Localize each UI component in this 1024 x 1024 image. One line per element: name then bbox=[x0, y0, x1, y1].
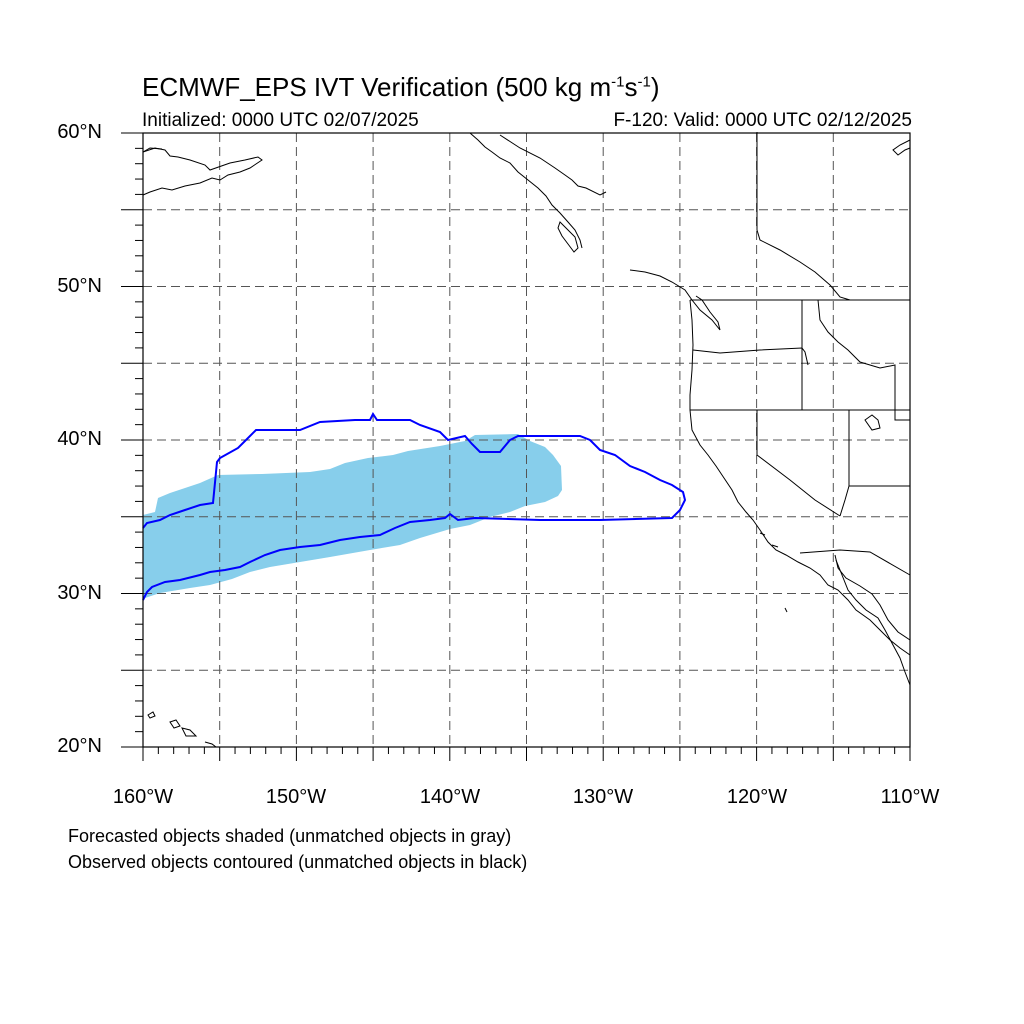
valid-time-subtitle: F-120: Valid: 0000 UTC 02/12/2025 bbox=[613, 110, 912, 131]
lon-label-110w: 110°W bbox=[880, 786, 940, 808]
legend-note-forecast: Forecasted objects shaded (unmatched obj… bbox=[68, 826, 512, 846]
coastlines bbox=[142, 132, 911, 748]
lon-label-120w: 120°W bbox=[726, 786, 788, 808]
forecast-object-shaded bbox=[143, 434, 562, 600]
plot-title: ECMWF_EPS IVT Verification (500 kg m-1s-… bbox=[142, 72, 660, 102]
lat-label-50n: 50°N bbox=[57, 275, 102, 297]
lat-label-20n: 20°N bbox=[57, 735, 102, 757]
lon-label-130w: 130°W bbox=[572, 786, 634, 808]
observed-object-contours bbox=[142, 412, 687, 601]
lat-label-40n: 40°N bbox=[57, 428, 102, 450]
lon-label-140w: 140°W bbox=[419, 786, 481, 808]
lat-label-30n: 30°N bbox=[57, 582, 102, 604]
lat-lon-grid bbox=[143, 133, 910, 747]
legend-note-observed: Observed objects contoured (unmatched ob… bbox=[68, 852, 528, 872]
lat-label-60n: 60°N bbox=[57, 121, 102, 143]
lon-label-150w: 150°W bbox=[265, 786, 327, 808]
observed-object-contour-main bbox=[142, 412, 687, 601]
lon-label-160w: 160°W bbox=[112, 786, 174, 808]
axis-ticks bbox=[121, 132, 911, 761]
init-time-subtitle: Initialized: 0000 UTC 02/07/2025 bbox=[142, 110, 419, 131]
